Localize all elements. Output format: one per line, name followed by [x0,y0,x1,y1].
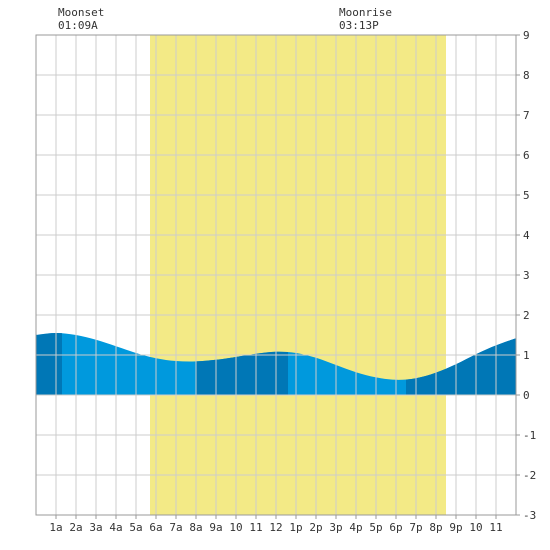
y-tick-label: 9 [523,29,530,42]
x-tick-label: 4p [349,521,362,534]
x-tick-label: 9a [209,521,222,534]
y-tick-label: -3 [523,509,536,522]
x-tick-label: 8a [189,521,202,534]
x-tick-label: 11 [249,521,262,534]
y-tick-label: 2 [523,309,530,322]
x-tick-label: 4a [109,521,122,534]
moonrise-label: Moonrise [339,6,392,19]
x-tick-label: 3p [329,521,342,534]
x-tick-label: 9p [449,521,462,534]
y-tick-label: 1 [523,349,530,362]
y-tick-label: 4 [523,229,530,242]
moonset-time: 01:09A [58,19,98,32]
x-tick-label: 7a [169,521,182,534]
x-tick-label: 5a [129,521,142,534]
x-tick-label: 7p [409,521,422,534]
y-tick-label: 3 [523,269,530,282]
moonrise-time: 03:13P [339,19,379,32]
x-tick-label: 1p [289,521,302,534]
x-tick-label: 2p [309,521,322,534]
x-tick-label: 6a [149,521,162,534]
y-tick-label: 5 [523,189,530,202]
x-tick-label: 11 [489,521,502,534]
x-tick-label: 10 [469,521,482,534]
x-tick-label: 3a [89,521,102,534]
y-tick-label: -1 [523,429,536,442]
y-tick-label: 7 [523,109,530,122]
x-tick-label: 5p [369,521,382,534]
tide-dark-band [36,333,62,395]
x-tick-label: 6p [389,521,402,534]
y-tick-label: 6 [523,149,530,162]
x-tick-label: 8p [429,521,442,534]
y-tick-label: 8 [523,69,530,82]
x-tick-label: 10 [229,521,242,534]
y-tick-label: 0 [523,389,530,402]
x-tick-label: 2a [69,521,82,534]
y-tick-label: -2 [523,469,536,482]
moonset-label: Moonset [58,6,105,19]
x-tick-label: 1a [49,521,62,534]
x-tick-label: 12 [269,521,282,534]
